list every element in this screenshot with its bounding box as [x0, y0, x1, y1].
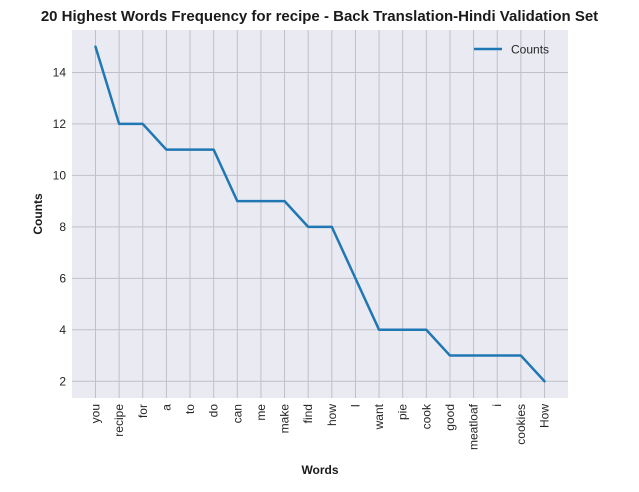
- x-tick-label: find: [301, 404, 315, 423]
- x-tick-label: meatloaf: [467, 403, 481, 450]
- x-tick-label: good: [443, 404, 457, 431]
- x-tick-label: for: [136, 404, 150, 418]
- x-tick-label: I: [348, 404, 362, 407]
- x-tick-label: How: [538, 404, 552, 428]
- y-tick-label: 12: [53, 117, 67, 131]
- x-tick-label: can: [230, 404, 244, 423]
- legend-label: Counts: [511, 43, 549, 57]
- y-tick-label: 2: [59, 374, 66, 388]
- y-tick-label: 8: [59, 220, 66, 234]
- x-tick-label: do: [207, 404, 221, 418]
- chart-title: 20 Highest Words Frequency for recipe - …: [0, 8, 639, 25]
- y-tick-label: 14: [53, 65, 67, 79]
- x-tick-label: pie: [396, 404, 410, 420]
- y-axis-label: Counts: [31, 193, 45, 235]
- plot-area: [72, 30, 568, 398]
- x-tick-label: recipe: [112, 404, 126, 437]
- x-tick-label: want: [372, 403, 386, 430]
- y-tick-label: 4: [59, 323, 66, 337]
- y-tick-label: 10: [53, 168, 67, 182]
- x-tick-label: cookies: [514, 404, 528, 445]
- x-tick-label: me: [254, 404, 268, 421]
- x-tick-label: you: [89, 404, 103, 423]
- x-tick-label: make: [278, 404, 292, 434]
- x-tick-label: a: [159, 404, 173, 411]
- x-tick-label: i: [490, 404, 504, 407]
- x-axis-label: Words: [301, 463, 338, 477]
- x-tick-label: to: [183, 404, 197, 414]
- x-tick-label: how: [325, 404, 339, 426]
- y-tick-label: 6: [59, 271, 66, 285]
- x-tick-label: cook: [419, 403, 433, 429]
